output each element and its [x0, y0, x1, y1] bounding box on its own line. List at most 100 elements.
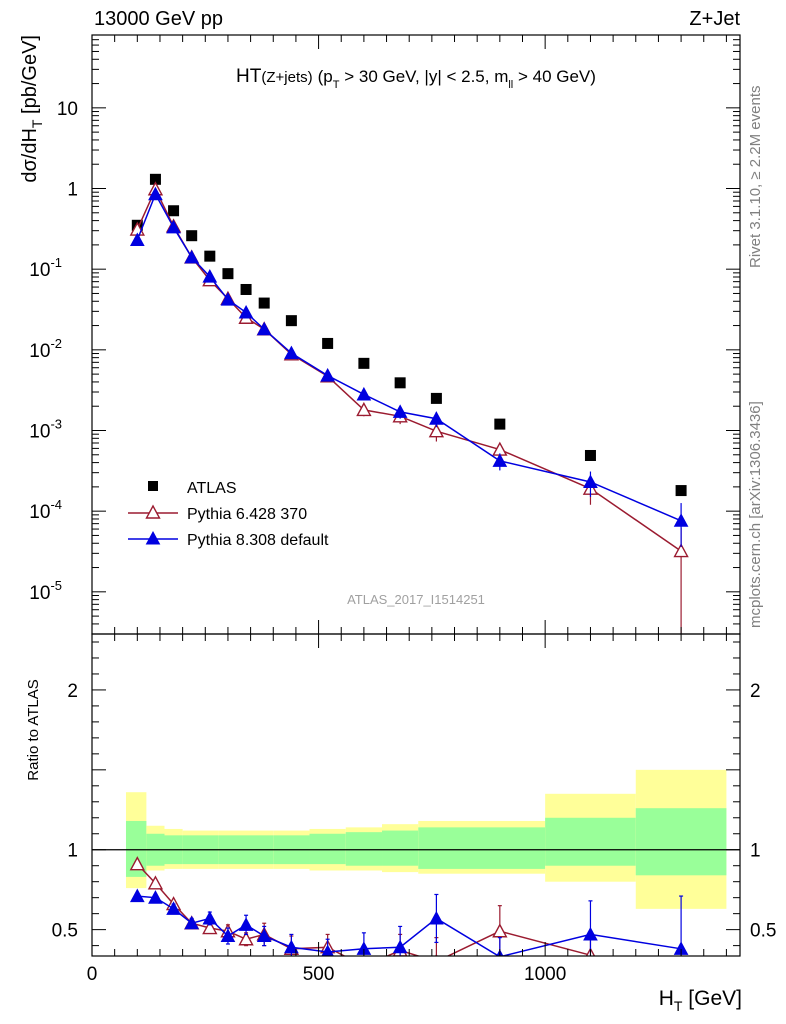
- pythia8-main-point: [129, 232, 145, 247]
- plot-title-cut-c: > 40 GeV): [513, 67, 596, 86]
- pythia8-ratio-point: [184, 915, 200, 930]
- rivet-version-label: Rivet 3.1.10, ≥ 2.2M events: [747, 86, 764, 269]
- legend: ATLAS Pythia 6.428 370 Pythia 8.308 defa…: [128, 480, 329, 549]
- pythia8-main-point: [284, 345, 299, 360]
- main-y-tick-label: 10-4: [29, 497, 62, 523]
- pythia6-ratio-point: [202, 920, 218, 935]
- legend-label-pythia6: Pythia 6.428 370: [187, 506, 307, 523]
- legend-label-atlas: ATLAS: [187, 480, 237, 497]
- pythia6-ratio-point: [147, 875, 164, 890]
- x-tick-label: 500: [303, 964, 335, 985]
- pythia6-ratio-point: [238, 931, 254, 946]
- plot-title-cut-a-sub: T: [333, 79, 340, 91]
- pythia8-ratio-point: [321, 944, 334, 956]
- atlas-data-point: [584, 449, 596, 461]
- pythia6-ratio-point: [129, 856, 145, 871]
- pythia8-main-point: [583, 474, 598, 489]
- pythia8-ratio-point: [220, 928, 236, 943]
- x-axis-title-sub: T: [674, 998, 683, 1014]
- pythia6-ratio-point: [357, 960, 370, 972]
- pythia8-ratio-point: [238, 917, 254, 931]
- main-y-tick-label: 10-1: [29, 255, 62, 281]
- main-y-tick-label: 10-3: [29, 416, 62, 442]
- main-y-axis-title: dσ/dHT [pb/GeV]: [19, 35, 45, 183]
- pythia8-main-point: [238, 304, 254, 319]
- pythia6-ratio-point: [435, 953, 438, 956]
- pythia8-main-point: [492, 453, 508, 467]
- pythia8-main-point: [148, 186, 163, 201]
- pythia6-main-point: [673, 543, 689, 558]
- main-y-tick-label: 10-5: [29, 578, 62, 604]
- plot-title: HT(Z+jets) (pT > 30 GeV, |y| < 2.5, mll >…: [236, 66, 596, 91]
- pythia6-main-point: [428, 423, 445, 438]
- atlas-data-point: [675, 485, 687, 497]
- ratio-y-tick-label: 1: [67, 841, 78, 862]
- main-y-axis-title-text: dσ/dH: [19, 128, 41, 183]
- pythia8-main-point: [320, 367, 335, 382]
- pythia8-main-point: [256, 321, 272, 336]
- pythia8-ratio-line: [137, 895, 682, 956]
- main-y-axis-title-unit: [pb/GeV]: [19, 35, 41, 120]
- x-axis-title-text: H: [659, 987, 674, 1010]
- axes: 10 1 10-1 10-2 10-3 10-4 10-5 0 500 1000 0.5 0.5 1 1 2…: [29, 34, 776, 985]
- atlas-data-point: [222, 268, 234, 280]
- energy-label: 13000 GeV pp: [94, 8, 223, 30]
- ratio-series: [129, 856, 689, 972]
- process-label: Z+Jet: [689, 8, 740, 30]
- atlas-data-point: [494, 418, 506, 430]
- ratio-band-inner: [418, 827, 546, 869]
- analysis-id: ATLAS_2017_I1514251: [347, 592, 485, 607]
- main-y-tick-label: 10: [57, 99, 78, 120]
- ratio-y-tick-label-right: 1: [750, 841, 761, 862]
- legend-marker-pythia8: [145, 530, 161, 545]
- pythia8-ratio-point: [284, 939, 299, 954]
- mcplots-label: mcplots.cern.ch [arXiv:1306.3436]: [747, 401, 764, 628]
- ratio-band-inner: [545, 817, 636, 866]
- ratio-plot-frame: [91, 633, 741, 957]
- pythia8-ratio-point: [429, 910, 444, 925]
- x-tick-label: 0: [87, 964, 98, 985]
- atlas-data-point: [394, 377, 406, 389]
- pythia8-main-point: [166, 219, 181, 234]
- atlas-data-point: [358, 357, 370, 369]
- legend-entry-atlas: ATLAS: [148, 480, 237, 497]
- ratio-y-tick-label-right: 2: [750, 681, 761, 702]
- pythia8-ratio-point: [129, 888, 145, 903]
- atlas-data-point: [258, 297, 270, 309]
- pythia8-ratio-point: [583, 926, 598, 941]
- ratio-y-tick-label: 2: [67, 681, 78, 702]
- legend-marker-atlas: [148, 481, 158, 491]
- plot-title-cut-a: (p: [318, 67, 333, 86]
- pythia6-main-point: [356, 401, 372, 417]
- ratio-band-inner: [345, 832, 383, 866]
- ratio-band-inner: [125, 820, 147, 877]
- atlas-data-point: [149, 173, 161, 185]
- atlas-data-point: [430, 392, 442, 404]
- plot-title-cut-b-sub: ll: [508, 79, 513, 91]
- pythia8-ratio-point: [166, 901, 181, 915]
- main-y-tick-label: 10-2: [29, 336, 62, 362]
- atlas-data-point: [204, 250, 216, 262]
- atlas-data-point: [322, 337, 334, 349]
- pythia6-ratio-point: [492, 923, 508, 938]
- pythia8-ratio-point: [148, 890, 163, 904]
- pythia8-main-point: [202, 269, 218, 283]
- ratio-y-tick-label: 0.5: [52, 921, 78, 942]
- pythia6-ratio-line: [136, 863, 596, 956]
- pythia8-main-point: [673, 513, 689, 527]
- ratio-uncertainty-bands: [92, 769, 740, 909]
- legend-entry-pythia8: Pythia 8.308 default: [128, 530, 329, 549]
- pythia8-main-point: [184, 249, 200, 264]
- legend-marker-pythia6: [145, 504, 161, 519]
- legend-label-pythia8: Pythia 8.308 default: [187, 532, 329, 549]
- pythia6-main-point: [492, 441, 508, 456]
- legend-entry-pythia6: Pythia 6.428 370: [128, 504, 307, 523]
- atlas-data-point: [186, 230, 198, 242]
- pythia8-ratio-point: [202, 910, 218, 925]
- ratio-band-inner: [635, 808, 727, 876]
- x-tick-label: 1000: [524, 964, 566, 985]
- ratio-band-inner: [309, 833, 346, 865]
- atlas-data-point: [168, 205, 180, 217]
- ratio-y-tick-label-right: 0.5: [750, 921, 776, 942]
- ratio-y-axis-title: Ratio to ATLAS: [25, 679, 42, 780]
